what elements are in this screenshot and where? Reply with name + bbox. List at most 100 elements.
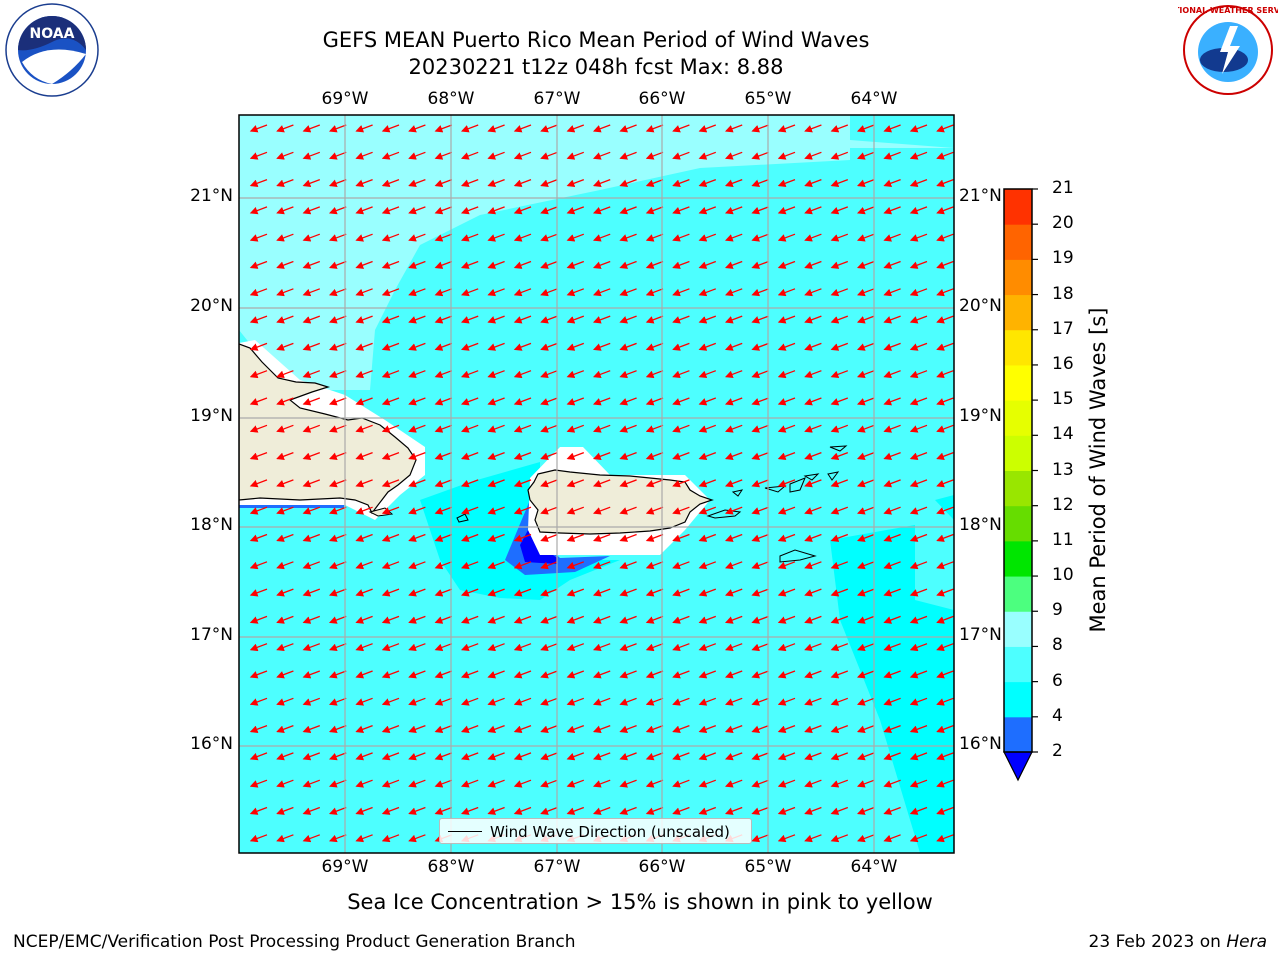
wind-wave-arrow [909, 479, 928, 488]
wind-wave-arrow [513, 424, 532, 433]
wind-wave-arrow [487, 342, 505, 351]
wind-wave-arrow [487, 724, 505, 733]
wind-wave-arrow [408, 615, 426, 624]
wind-wave-arrow [513, 479, 532, 488]
colorbar-label: Mean Period of Wind Waves [s] [1086, 307, 1110, 633]
footer-date-text: 23 Feb 2023 on [1088, 932, 1227, 952]
wind-wave-arrow [434, 260, 453, 269]
wind-wave-arrow [751, 533, 769, 542]
wind-wave-arrow [804, 288, 822, 297]
wind-wave-arrow [355, 588, 373, 597]
wind-wave-arrow [487, 260, 505, 269]
wind-wave-arrow [328, 451, 347, 460]
wind-wave-arrow [645, 588, 664, 597]
wind-wave-arrow [408, 697, 426, 706]
legend-label: Wind Wave Direction (unscaled) [490, 823, 730, 841]
colorbar-band [1004, 576, 1032, 612]
wind-wave-arrow [777, 506, 796, 515]
wind-wave-arrow [619, 288, 637, 297]
wind-wave-arrow [381, 233, 400, 242]
wind-wave-arrow [645, 260, 664, 269]
wind-wave-arrow [566, 233, 585, 242]
wind-wave-arrow [698, 151, 717, 160]
wind-wave-arrow [566, 260, 585, 269]
wind-wave-arrow [460, 151, 479, 160]
wind-wave-arrow [540, 561, 558, 570]
wind-wave-arrow [936, 506, 954, 515]
wind-wave-arrow [566, 806, 585, 815]
wind-wave-arrow [276, 752, 294, 761]
wind-wave-arrow [751, 588, 769, 597]
wind-wave-arrow [592, 342, 611, 351]
wind-wave-arrow [724, 533, 743, 542]
wind-wave-arrow [645, 451, 664, 460]
lat-label-right-1: 21°N [959, 186, 1002, 206]
wind-wave-arrow [698, 124, 717, 133]
wind-wave-arrow [434, 479, 453, 488]
wind-wave-arrow [487, 124, 505, 133]
wind-wave-arrow [249, 615, 268, 624]
wind-wave-arrow [856, 315, 875, 324]
colorbar-tick-label: 16 [1052, 353, 1074, 374]
wind-wave-arrow [566, 397, 585, 406]
wind-wave-arrow [566, 451, 585, 460]
wind-wave-arrow [434, 397, 453, 406]
wind-wave-arrow [883, 506, 901, 515]
wind-wave-arrow [487, 479, 505, 488]
wind-wave-arrow [328, 233, 347, 242]
wind-wave-arrow [302, 342, 321, 351]
legend-line-icon [448, 831, 482, 832]
st-john-island [789, 477, 806, 493]
wind-wave-arrow [434, 315, 453, 324]
wind-wave-arrow [672, 424, 690, 433]
wind-wave-arrow [777, 260, 796, 269]
wind-wave-arrow [936, 697, 954, 706]
wind-wave-arrow [592, 615, 611, 624]
wind-wave-arrow [724, 779, 743, 788]
wind-wave-arrow [355, 806, 373, 815]
wind-wave-arrow [249, 206, 268, 215]
wind-wave-arrow [302, 670, 321, 679]
wind-wave-arrow [566, 479, 585, 488]
wind-wave-arrow [513, 206, 532, 215]
wind-wave-arrow [487, 233, 505, 242]
wind-wave-arrow [381, 124, 400, 133]
wind-wave-arrow [434, 670, 453, 679]
colorbar-tick-label: 6 [1052, 670, 1063, 691]
wind-wave-arrow [645, 806, 664, 815]
hispaniola-land [239, 343, 417, 515]
wind-wave-arrow [645, 151, 664, 160]
lat-label-right-4: 18°N [959, 515, 1002, 535]
wind-wave-arrow [381, 834, 400, 843]
wind-wave-arrow [856, 806, 875, 815]
wind-wave-arrow [751, 370, 769, 379]
wind-wave-arrow [487, 206, 505, 215]
wind-wave-arrow [566, 588, 585, 597]
wind-wave-arrow [698, 479, 717, 488]
wind-wave-arrow [408, 206, 426, 215]
wind-wave-arrow [355, 834, 373, 843]
wind-wave-arrow [276, 806, 294, 815]
wind-wave-arrow [724, 506, 743, 515]
culebra-island [731, 489, 744, 497]
wind-wave-arrow [566, 178, 585, 187]
wind-wave-arrow [328, 588, 347, 597]
wind-wave-arrow [487, 397, 505, 406]
wind-wave-arrow [777, 206, 796, 215]
wind-wave-arrow [751, 233, 769, 242]
lon-label-bottom-4: 66°W [638, 857, 686, 877]
wind-wave-arrow [381, 151, 400, 160]
wind-wave-arrow [830, 315, 849, 324]
lon-label-top-2: 68°W [427, 89, 475, 109]
wind-wave-arrow [698, 315, 717, 324]
wind-wave-arrow [883, 178, 901, 187]
wind-wave-arrow [566, 615, 585, 624]
wind-wave-arrow [804, 397, 822, 406]
wind-wave-arrow [856, 288, 875, 297]
colorbar-band [1004, 505, 1032, 542]
wind-wave-arrow [540, 424, 558, 433]
wind-wave-arrow [513, 615, 532, 624]
wind-wave-arrow [540, 315, 558, 324]
wind-wave-arrow [408, 588, 426, 597]
